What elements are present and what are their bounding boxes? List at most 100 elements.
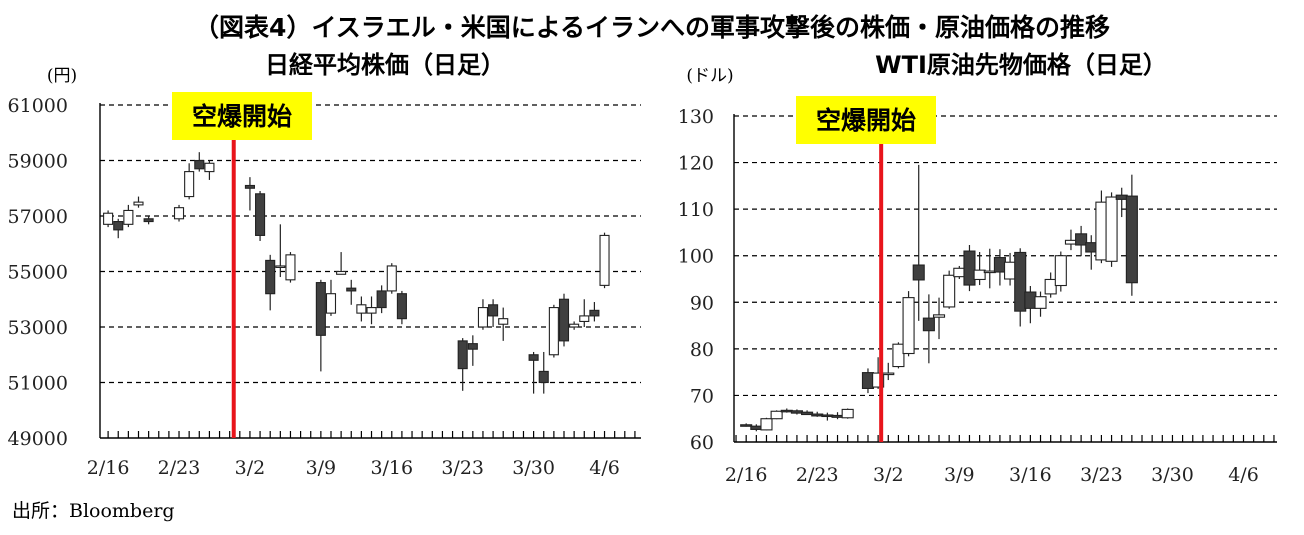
candle: [265, 254, 276, 311]
candle: [770, 410, 783, 420]
candle: [943, 270, 956, 309]
candle-body-up: [770, 410, 783, 420]
y-tick-label: 49000: [8, 428, 68, 450]
source-note: 出所：Bloomberg: [12, 500, 175, 522]
candle-body-down: [912, 264, 925, 281]
candle: [376, 285, 387, 314]
y-tick-label: 51000: [8, 373, 68, 395]
candle: [801, 410, 814, 416]
candle-body-up: [1034, 296, 1047, 309]
candle-body-up: [932, 314, 946, 318]
candle-body-up: [184, 171, 195, 198]
x-tick-label: 3/30: [512, 457, 555, 479]
y-tick-label: 100: [678, 246, 714, 268]
candle: [811, 411, 824, 417]
y-tick-label: 130: [678, 106, 714, 128]
y-tick-label: 55000: [8, 262, 68, 284]
event-label-box: [172, 92, 312, 140]
candle: [569, 321, 580, 330]
candle-body-down: [1075, 233, 1088, 246]
candle: [386, 263, 397, 294]
candle-body-up: [579, 315, 590, 322]
candle-body-down: [740, 424, 753, 427]
candle: [1034, 291, 1047, 317]
candle: [912, 164, 925, 321]
candle-body-down: [922, 317, 935, 332]
main-title: （図表4）イスラエル・米国によるイランへの軍事攻撃後の株価・原油価格の推移: [194, 13, 1110, 42]
candle-body-up: [841, 408, 854, 419]
chart-title: 日経平均株価（日足）: [265, 51, 505, 79]
candle: [1095, 190, 1108, 264]
candle-body-up: [902, 297, 915, 355]
candle: [244, 177, 255, 211]
candle-body-up: [204, 162, 215, 173]
y-tick-label: 70: [690, 385, 714, 407]
candle-body-down: [1125, 195, 1138, 284]
x-tick-label: 4/6: [589, 457, 620, 479]
candle: [973, 251, 986, 286]
candle-body-down: [589, 309, 600, 317]
candle: [599, 232, 610, 289]
x-tick-label: 2/23: [158, 457, 201, 479]
candle: [831, 412, 844, 420]
candle-body-down: [801, 411, 814, 416]
candle: [780, 408, 793, 413]
candle: [1014, 248, 1027, 327]
candle-body-up: [760, 418, 773, 431]
x-tick-label: 3/16: [1009, 464, 1052, 486]
candle-body-up: [892, 343, 905, 368]
candle: [882, 362, 895, 381]
x-tick-label: 3/23: [1080, 464, 1123, 486]
candle: [750, 424, 763, 432]
event-label: 空爆開始: [816, 106, 916, 135]
x-tick-label: 3/9: [944, 464, 975, 486]
candle: [285, 252, 296, 283]
x-tick-label: 3/9: [306, 457, 337, 479]
candle: [467, 335, 478, 366]
candle-body-up: [386, 265, 397, 292]
candle: [498, 307, 509, 341]
candle: [1105, 192, 1118, 267]
x-tick-label: 4/6: [1228, 464, 1259, 486]
candle: [558, 293, 570, 347]
candle: [325, 279, 337, 316]
candle-body-down: [143, 218, 154, 223]
candle: [589, 302, 600, 322]
candle: [1064, 229, 1078, 251]
x-tick-label: 3/2: [235, 457, 266, 479]
candle: [315, 279, 326, 372]
y-tick-label: 80: [690, 339, 714, 361]
candle: [579, 299, 590, 327]
candle-body-down: [1014, 251, 1027, 312]
candle: [1054, 251, 1067, 292]
candle-body-up: [275, 265, 286, 269]
candle-body-up: [872, 372, 885, 388]
candle-body-down: [1115, 194, 1128, 200]
candle-body-down: [861, 372, 875, 389]
candle-body-up: [973, 269, 986, 281]
candle: [1125, 174, 1138, 296]
candle-body-up: [173, 207, 185, 220]
candle-body-down: [244, 184, 255, 189]
candle-body-down: [113, 221, 124, 231]
candle-body-down: [1085, 242, 1098, 253]
y-tick-label: 90: [690, 292, 714, 314]
candle: [1115, 187, 1128, 218]
candle: [841, 408, 854, 419]
event-label: 空爆開始: [192, 102, 292, 131]
candle-body-down: [821, 414, 834, 418]
candle-body-up: [498, 318, 509, 325]
candle: [892, 342, 905, 369]
candle-body-up: [1105, 196, 1118, 262]
candle-body-up: [599, 234, 610, 286]
candle: [993, 249, 1006, 286]
candle: [953, 265, 966, 279]
candle: [255, 191, 266, 241]
candle-body-down: [1024, 291, 1037, 309]
candle: [790, 409, 803, 415]
candle: [356, 296, 367, 322]
candle: [821, 412, 834, 421]
candle-body-up: [103, 212, 114, 225]
x-tick-label: 3/23: [441, 457, 484, 479]
candle: [366, 296, 377, 325]
